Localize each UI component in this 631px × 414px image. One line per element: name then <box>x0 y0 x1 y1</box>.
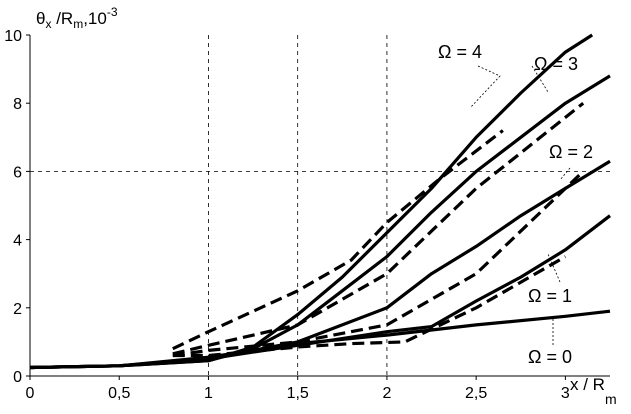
omega-leader-line <box>469 65 501 109</box>
series-line-dashed-5 <box>172 255 567 358</box>
axes-layer: 0 0,5 1 1,5 2 2,5 3 0 2 4 6 8 10 <box>4 28 610 402</box>
x-tick-label: 2,5 <box>465 385 487 402</box>
omega-leader-line <box>531 65 549 93</box>
y-tick-label: 6 <box>13 164 22 181</box>
y-axis-label-part: θ <box>36 9 45 28</box>
x-tick-label: 0,5 <box>108 385 130 402</box>
x-tick-label: 1 <box>204 385 213 402</box>
y-tick-label: 10 <box>4 28 22 45</box>
x-tick-label: 0 <box>26 385 35 402</box>
y-axis-label-part: m <box>73 17 83 31</box>
series-line-0 <box>29 309 611 370</box>
omega-label: Ω = 0 <box>528 347 572 367</box>
y-tick-label: 8 <box>13 96 22 113</box>
omega-label: Ω = 1 <box>528 286 572 306</box>
y-tick-label: 2 <box>13 301 22 318</box>
y-axis-label-part: x <box>45 17 51 31</box>
grid-layer <box>30 35 610 376</box>
y-axis-label-part: /R <box>51 9 73 28</box>
omega-label: Ω = 3 <box>534 54 578 74</box>
omega-label: Ω = 4 <box>438 42 482 62</box>
series-line-dashed-8 <box>172 129 504 351</box>
omega-leader-line <box>559 167 571 181</box>
y-tick-label: 4 <box>13 233 22 250</box>
series-line-4 <box>29 33 594 370</box>
series-layer <box>29 33 611 370</box>
x-tick-label: 3 <box>561 385 570 402</box>
omega-leader-line <box>547 253 561 283</box>
y-axis-label-part: ,10 <box>83 9 107 28</box>
omega-label: Ω = 2 <box>549 142 593 162</box>
y-axis-label: θx /Rm,10-3 <box>36 5 118 31</box>
y-tick-label: 0 <box>13 369 22 386</box>
series-line-3 <box>29 74 611 370</box>
x-axis-label-main: x / R <box>570 375 605 394</box>
label-layer: θx /Rm,10-3x / RmΩ = 4Ω = 3Ω = 2Ω = 1Ω =… <box>36 5 617 407</box>
x-tick-label: 2 <box>382 385 391 402</box>
series-line-dashed-6 <box>172 170 585 358</box>
x-axis-label-sub: m <box>605 391 617 407</box>
x-tick-label: 1,5 <box>287 385 309 402</box>
y-axis-label-part: -3 <box>107 5 118 19</box>
x-axis-label: x / Rm <box>570 375 617 407</box>
